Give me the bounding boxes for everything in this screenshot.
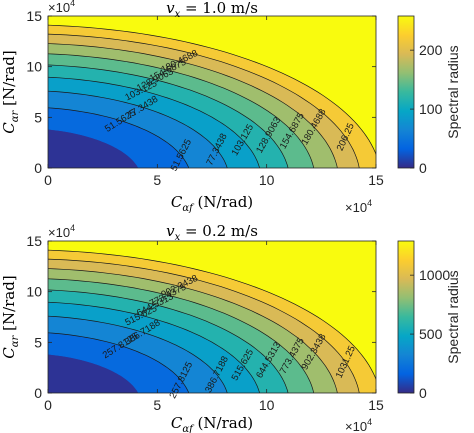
y-exponent-1: ×104 [48,0,75,15]
contour-line [48,53,315,168]
contour-line [48,315,228,393]
plot-frame-1 [47,15,377,169]
x-tick-label: 10 [259,172,275,188]
y-axis-label-1: Cαr [N/rad] [0,50,21,133]
contour-line [48,76,260,168]
x-exponent-2: ×104 [345,417,372,433]
y-tick-label: 5 [34,334,42,350]
chart-panel-2: 257.8125257.8125386.7188386.7188515.6255… [0,222,461,433]
colorbar-tick-label: 1000 [419,267,450,283]
contour-lines-2 [48,249,376,393]
y-tick-label: 0 [34,160,42,176]
contour-line [48,278,315,393]
colorbar-tick-label: 0 [419,160,427,176]
y-tick-label: 15 [26,233,42,249]
colorbar-label-1: Spectral radius [445,45,461,138]
colorbar-2 [397,240,415,394]
colorbar-tick-label: 200 [419,42,443,58]
x-exponent-1: ×104 [345,198,372,215]
x-axis-label-2: Cαf (N/rad) [171,414,253,433]
y-tick-label: 10 [26,59,42,75]
contour-line [48,107,190,168]
contour-line [48,258,360,393]
colorbar-ticks-1: 0 100 200 [410,42,443,176]
y-tick-label: 5 [34,109,42,125]
x-tick-label: 15 [368,397,384,413]
colorbar-1 [397,15,415,169]
colorbar-ticks-2: 0 500 1000 [410,267,450,401]
plot-frame-2 [47,240,377,394]
chart-panel-1: 51.562551.562577.343877.3438103.125103.1… [0,0,461,215]
y-tick-label: 10 [26,284,42,300]
contour-fill-2 [48,241,376,393]
axes-2: 0 5 10 15 0 5 10 15 [26,233,384,413]
contour-line [48,289,289,393]
x-tick-label: 15 [368,172,384,188]
contour-band [48,354,139,393]
contour-line [48,90,228,168]
contour-line [48,33,360,168]
y-tick-label: 15 [26,8,42,24]
contour-fill-1 [48,16,376,168]
x-tick-label: 10 [259,397,275,413]
contour-line [48,332,190,393]
colorbar-tick-label: 0 [419,385,427,401]
colorbar-tick-label: 100 [419,101,443,117]
axes-1: 0 5 10 15 0 5 10 15 [26,8,384,188]
x-tick-label: 5 [153,172,161,188]
contour-line [48,301,260,393]
contour-line [48,64,289,168]
chart-title-2: vx = 0.2 m/s [166,222,258,243]
contour-line [48,43,338,168]
y-axis-label-2: Cαr [N/rad] [0,275,21,358]
x-tick-label: 0 [44,397,52,413]
contour-band [48,129,139,168]
contour-line [48,249,376,381]
chart-title-1: vx = 1.0 m/s [166,0,258,20]
x-tick-label: 0 [44,172,52,188]
contour-line [48,268,338,393]
contour-lines-1 [48,24,376,168]
y-tick-label: 0 [34,385,42,401]
x-tick-label: 5 [153,397,161,413]
colorbar-label-2: Spectral radius [445,270,461,363]
x-axis-label-1: Cαf (N/rad) [171,193,253,214]
colorbar-tick-label: 500 [419,326,443,342]
y-exponent-2: ×104 [48,223,75,240]
contour-line [48,24,376,156]
